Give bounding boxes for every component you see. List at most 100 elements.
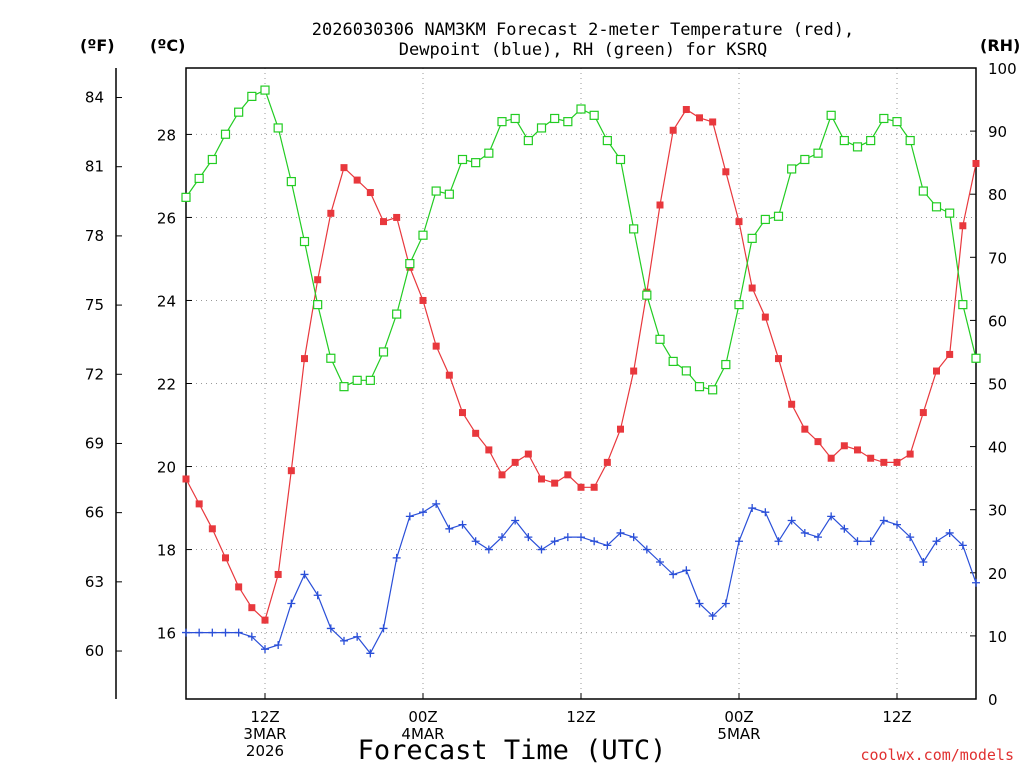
rh-point xyxy=(708,385,718,395)
rh-point xyxy=(299,236,310,247)
x-axis-label: Forecast Time (UTC) xyxy=(358,735,667,766)
dewpoint-point xyxy=(537,545,546,554)
dewpoint-point xyxy=(498,533,506,542)
rh-point xyxy=(431,186,441,196)
temperature-point xyxy=(801,425,809,433)
dewpoint-point xyxy=(656,558,664,567)
temperature-point xyxy=(854,446,861,454)
rh-point xyxy=(879,113,889,124)
dewpoint-point xyxy=(511,516,520,525)
dewpoint-point xyxy=(721,599,730,608)
dewpoint-point xyxy=(972,578,980,587)
dewpoint-point xyxy=(445,524,454,533)
rh-tick-label: 20 xyxy=(988,565,1007,583)
rh-point xyxy=(931,202,942,212)
dewpoint-point xyxy=(958,541,967,550)
dewpoint-point xyxy=(313,591,322,600)
temperature-point xyxy=(630,367,638,375)
rh-point xyxy=(378,347,389,357)
fahrenheit-tick-label: 60 xyxy=(85,642,104,660)
rh-point xyxy=(550,113,560,124)
dewpoint-point xyxy=(379,624,388,633)
dewpoint-point xyxy=(340,636,348,645)
celsius-tick-label: 24 xyxy=(157,292,176,310)
dewpoint-point xyxy=(326,624,335,633)
temperature-point xyxy=(445,371,453,379)
rh-point xyxy=(220,129,231,139)
temperature-point xyxy=(827,454,835,462)
dewpoint-point xyxy=(261,645,269,654)
rh-tick-label: 60 xyxy=(988,312,1007,330)
rh-point xyxy=(629,224,639,234)
temperature-point xyxy=(682,106,690,114)
rh-point xyxy=(536,123,547,133)
dewpoint-point xyxy=(787,516,796,525)
dewpoint-point xyxy=(629,533,638,542)
rh-point xyxy=(207,154,217,165)
temperature-point xyxy=(195,500,203,508)
dewpoint-point xyxy=(945,528,954,537)
fahrenheit-tick-label: 75 xyxy=(85,296,104,314)
dewpoint-point xyxy=(906,533,915,542)
temperature-point xyxy=(393,213,401,221)
grid xyxy=(186,68,976,699)
credit-text: coolwx.com/models xyxy=(860,746,1014,764)
rh-point xyxy=(286,176,296,187)
temperature-point xyxy=(840,442,848,450)
temperature-point xyxy=(959,222,967,230)
celsius-axis: 16 18 20 22 24 26 28 xyxy=(157,126,192,643)
series-temperature xyxy=(182,106,980,624)
rh-tick-label: 0 xyxy=(988,691,998,709)
rh-point xyxy=(892,117,902,127)
dewpoint-point xyxy=(853,537,862,546)
rh-point xyxy=(852,142,863,152)
temperature-point xyxy=(577,483,585,491)
temperature-point xyxy=(472,429,480,437)
rh-point xyxy=(392,309,402,319)
dewpoint-point xyxy=(800,528,809,537)
fahrenheit-tick-label: 81 xyxy=(85,158,104,176)
temperature-point xyxy=(551,479,559,487)
dewpoint-point xyxy=(761,508,770,517)
dewpoint-point xyxy=(366,649,375,658)
dewpoint-point xyxy=(814,533,822,542)
rh-point xyxy=(905,135,915,146)
temperature-point xyxy=(722,168,730,176)
time-tick-label: 4MAR xyxy=(401,725,444,743)
dewpoint-point xyxy=(642,545,651,554)
rh-point xyxy=(576,104,586,114)
rh-point xyxy=(681,366,691,376)
rh-point xyxy=(260,85,270,95)
fahrenheit-tick-label: 72 xyxy=(85,365,104,383)
fahrenheit-tick-label: 78 xyxy=(85,227,104,245)
rh-point xyxy=(273,123,283,133)
rh-point xyxy=(418,230,428,240)
rh-tick-label: 30 xyxy=(988,502,1007,520)
celsius-tick-label: 22 xyxy=(157,376,176,394)
dewpoint-point xyxy=(879,516,888,525)
rh-point xyxy=(721,359,731,370)
temperature-point xyxy=(222,554,229,562)
dewpoint-point xyxy=(195,628,204,637)
temperature-point xyxy=(498,471,506,479)
temperature-point xyxy=(788,400,796,408)
rh-point xyxy=(655,334,665,344)
fahrenheit-unit-label: (ºF) xyxy=(80,36,115,55)
series-rh xyxy=(181,85,981,395)
rh-unit-label: (RH) xyxy=(980,36,1020,55)
temperature-point xyxy=(380,218,387,226)
temperature-point xyxy=(946,350,954,358)
celsius-tick-label: 28 xyxy=(157,126,176,144)
rh-point xyxy=(444,189,454,199)
temperature-point xyxy=(511,458,519,466)
rh-point xyxy=(642,290,652,300)
time-tick-label: 12Z xyxy=(566,708,595,726)
rh-point xyxy=(958,300,968,310)
rh-point xyxy=(457,154,468,165)
temperature-point xyxy=(314,276,322,284)
rh-point xyxy=(484,148,494,158)
fahrenheit-tick-label: 66 xyxy=(85,504,104,522)
celsius-tick-label: 16 xyxy=(157,625,176,643)
series-dewpoint xyxy=(182,499,980,658)
